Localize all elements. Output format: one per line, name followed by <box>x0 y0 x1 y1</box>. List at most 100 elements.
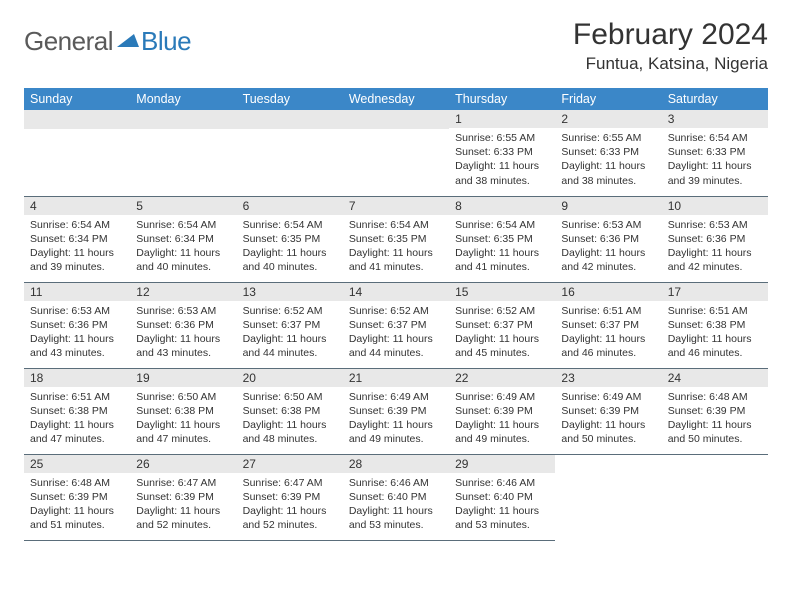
calendar-day-cell: 25Sunrise: 6:48 AMSunset: 6:39 PMDayligh… <box>24 454 130 540</box>
calendar-day-cell: 22Sunrise: 6:49 AMSunset: 6:39 PMDayligh… <box>449 368 555 454</box>
day-detail: Sunrise: 6:49 AMSunset: 6:39 PMDaylight:… <box>555 387 661 451</box>
day-detail: Sunrise: 6:49 AMSunset: 6:39 PMDaylight:… <box>343 387 449 451</box>
empty-day-number <box>343 110 449 129</box>
calendar-table: SundayMondayTuesdayWednesdayThursdayFrid… <box>24 88 768 541</box>
day-number: 26 <box>130 455 236 473</box>
day-detail: Sunrise: 6:46 AMSunset: 6:40 PMDaylight:… <box>343 473 449 537</box>
calendar-day-cell: 16Sunrise: 6:51 AMSunset: 6:37 PMDayligh… <box>555 282 661 368</box>
day-number: 17 <box>662 283 768 301</box>
calendar-day-cell: 5Sunrise: 6:54 AMSunset: 6:34 PMDaylight… <box>130 196 236 282</box>
day-number: 6 <box>237 197 343 215</box>
day-number: 20 <box>237 369 343 387</box>
day-detail: Sunrise: 6:54 AMSunset: 6:35 PMDaylight:… <box>449 215 555 279</box>
day-detail: Sunrise: 6:51 AMSunset: 6:38 PMDaylight:… <box>662 301 768 365</box>
calendar-day-cell: 1Sunrise: 6:55 AMSunset: 6:33 PMDaylight… <box>449 110 555 196</box>
day-detail: Sunrise: 6:48 AMSunset: 6:39 PMDaylight:… <box>662 387 768 451</box>
day-detail: Sunrise: 6:48 AMSunset: 6:39 PMDaylight:… <box>24 473 130 537</box>
calendar-day-cell: 20Sunrise: 6:50 AMSunset: 6:38 PMDayligh… <box>237 368 343 454</box>
day-number: 12 <box>130 283 236 301</box>
day-detail: Sunrise: 6:51 AMSunset: 6:38 PMDaylight:… <box>24 387 130 451</box>
day-detail: Sunrise: 6:52 AMSunset: 6:37 PMDaylight:… <box>449 301 555 365</box>
day-detail: Sunrise: 6:54 AMSunset: 6:34 PMDaylight:… <box>130 215 236 279</box>
day-number: 11 <box>24 283 130 301</box>
calendar-day-cell: 27Sunrise: 6:47 AMSunset: 6:39 PMDayligh… <box>237 454 343 540</box>
calendar-day-cell: 13Sunrise: 6:52 AMSunset: 6:37 PMDayligh… <box>237 282 343 368</box>
logo-main-text: General <box>24 26 113 57</box>
calendar-day-cell: 17Sunrise: 6:51 AMSunset: 6:38 PMDayligh… <box>662 282 768 368</box>
day-detail: Sunrise: 6:53 AMSunset: 6:36 PMDaylight:… <box>662 215 768 279</box>
day-number: 9 <box>555 197 661 215</box>
calendar-day-cell <box>343 110 449 196</box>
calendar-day-cell: 6Sunrise: 6:54 AMSunset: 6:35 PMDaylight… <box>237 196 343 282</box>
empty-day-number <box>24 110 130 129</box>
day-number: 7 <box>343 197 449 215</box>
day-detail: Sunrise: 6:54 AMSunset: 6:35 PMDaylight:… <box>237 215 343 279</box>
calendar-day-cell: 28Sunrise: 6:46 AMSunset: 6:40 PMDayligh… <box>343 454 449 540</box>
header: General Blue February 2024 Funtua, Katsi… <box>24 18 768 74</box>
day-number: 14 <box>343 283 449 301</box>
day-number: 21 <box>343 369 449 387</box>
calendar-day-cell: 29Sunrise: 6:46 AMSunset: 6:40 PMDayligh… <box>449 454 555 540</box>
day-header-row: SundayMondayTuesdayWednesdayThursdayFrid… <box>24 88 768 110</box>
calendar-week-row: 4Sunrise: 6:54 AMSunset: 6:34 PMDaylight… <box>24 196 768 282</box>
day-number: 28 <box>343 455 449 473</box>
day-number: 15 <box>449 283 555 301</box>
calendar-week-row: 1Sunrise: 6:55 AMSunset: 6:33 PMDaylight… <box>24 110 768 196</box>
logo: General Blue <box>24 18 191 57</box>
calendar-day-cell: 3Sunrise: 6:54 AMSunset: 6:33 PMDaylight… <box>662 110 768 196</box>
calendar-day-cell: 19Sunrise: 6:50 AMSunset: 6:38 PMDayligh… <box>130 368 236 454</box>
day-header-cell: Wednesday <box>343 88 449 110</box>
day-detail: Sunrise: 6:47 AMSunset: 6:39 PMDaylight:… <box>237 473 343 537</box>
calendar-day-cell: 24Sunrise: 6:48 AMSunset: 6:39 PMDayligh… <box>662 368 768 454</box>
calendar-day-cell <box>24 110 130 196</box>
logo-triangle-icon <box>117 31 139 52</box>
day-number: 4 <box>24 197 130 215</box>
calendar-day-cell: 23Sunrise: 6:49 AMSunset: 6:39 PMDayligh… <box>555 368 661 454</box>
day-number: 3 <box>662 110 768 128</box>
day-header-cell: Saturday <box>662 88 768 110</box>
day-number: 19 <box>130 369 236 387</box>
calendar-day-cell: 11Sunrise: 6:53 AMSunset: 6:36 PMDayligh… <box>24 282 130 368</box>
day-number: 18 <box>24 369 130 387</box>
day-header-cell: Sunday <box>24 88 130 110</box>
calendar-day-cell: 21Sunrise: 6:49 AMSunset: 6:39 PMDayligh… <box>343 368 449 454</box>
day-detail: Sunrise: 6:49 AMSunset: 6:39 PMDaylight:… <box>449 387 555 451</box>
day-detail: Sunrise: 6:54 AMSunset: 6:33 PMDaylight:… <box>662 128 768 192</box>
day-number: 16 <box>555 283 661 301</box>
day-number: 5 <box>130 197 236 215</box>
calendar-day-cell: 26Sunrise: 6:47 AMSunset: 6:39 PMDayligh… <box>130 454 236 540</box>
day-detail: Sunrise: 6:53 AMSunset: 6:36 PMDaylight:… <box>24 301 130 365</box>
calendar-day-cell: 4Sunrise: 6:54 AMSunset: 6:34 PMDaylight… <box>24 196 130 282</box>
calendar-day-cell: 7Sunrise: 6:54 AMSunset: 6:35 PMDaylight… <box>343 196 449 282</box>
title-block: February 2024 Funtua, Katsina, Nigeria <box>573 18 768 74</box>
day-header-cell: Thursday <box>449 88 555 110</box>
day-detail: Sunrise: 6:53 AMSunset: 6:36 PMDaylight:… <box>555 215 661 279</box>
day-detail: Sunrise: 6:54 AMSunset: 6:35 PMDaylight:… <box>343 215 449 279</box>
day-detail: Sunrise: 6:52 AMSunset: 6:37 PMDaylight:… <box>343 301 449 365</box>
calendar-day-cell: 8Sunrise: 6:54 AMSunset: 6:35 PMDaylight… <box>449 196 555 282</box>
day-detail: Sunrise: 6:54 AMSunset: 6:34 PMDaylight:… <box>24 215 130 279</box>
empty-day-number <box>237 110 343 129</box>
day-header-cell: Friday <box>555 88 661 110</box>
day-number: 8 <box>449 197 555 215</box>
day-number: 1 <box>449 110 555 128</box>
calendar-day-cell: 10Sunrise: 6:53 AMSunset: 6:36 PMDayligh… <box>662 196 768 282</box>
day-detail: Sunrise: 6:46 AMSunset: 6:40 PMDaylight:… <box>449 473 555 537</box>
calendar-week-row: 18Sunrise: 6:51 AMSunset: 6:38 PMDayligh… <box>24 368 768 454</box>
day-number: 27 <box>237 455 343 473</box>
calendar-day-cell: 9Sunrise: 6:53 AMSunset: 6:36 PMDaylight… <box>555 196 661 282</box>
day-detail: Sunrise: 6:50 AMSunset: 6:38 PMDaylight:… <box>237 387 343 451</box>
day-detail: Sunrise: 6:50 AMSunset: 6:38 PMDaylight:… <box>130 387 236 451</box>
day-detail: Sunrise: 6:47 AMSunset: 6:39 PMDaylight:… <box>130 473 236 537</box>
day-number: 23 <box>555 369 661 387</box>
day-number: 25 <box>24 455 130 473</box>
day-header-cell: Monday <box>130 88 236 110</box>
calendar-day-cell <box>555 454 661 540</box>
calendar-day-cell: 14Sunrise: 6:52 AMSunset: 6:37 PMDayligh… <box>343 282 449 368</box>
calendar-day-cell: 12Sunrise: 6:53 AMSunset: 6:36 PMDayligh… <box>130 282 236 368</box>
day-detail: Sunrise: 6:53 AMSunset: 6:36 PMDaylight:… <box>130 301 236 365</box>
calendar-day-cell: 15Sunrise: 6:52 AMSunset: 6:37 PMDayligh… <box>449 282 555 368</box>
calendar-day-cell: 18Sunrise: 6:51 AMSunset: 6:38 PMDayligh… <box>24 368 130 454</box>
calendar-week-row: 25Sunrise: 6:48 AMSunset: 6:39 PMDayligh… <box>24 454 768 540</box>
day-number: 2 <box>555 110 661 128</box>
